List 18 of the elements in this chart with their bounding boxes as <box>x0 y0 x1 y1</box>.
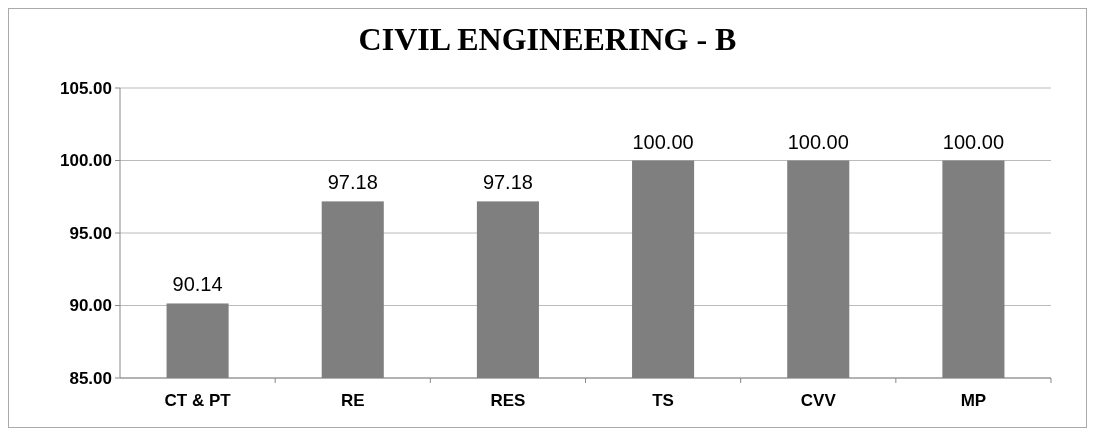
data-label: 97.18 <box>327 171 378 194</box>
y-tick-label: 85.00 <box>69 368 112 388</box>
data-label: 97.18 <box>482 171 533 194</box>
data-label: 90.14 <box>172 273 223 296</box>
chart-title: CIVIL ENGINEERING - B <box>358 21 737 57</box>
x-tick-label: RE <box>340 391 365 410</box>
x-tick-label: MP <box>960 391 987 410</box>
data-label: 100.00 <box>632 130 694 153</box>
y-tick-label: 105.00 <box>60 78 112 98</box>
data-label: 100.00 <box>787 130 849 153</box>
data-label: 100.00 <box>942 130 1004 153</box>
x-tick-label: RES <box>490 391 526 410</box>
y-tick-label: 100.00 <box>60 151 112 171</box>
x-tick-label: CVV <box>800 391 837 410</box>
y-tick-label: 90.00 <box>69 296 112 316</box>
x-tick-label: CT & PT <box>164 391 232 410</box>
x-tick-label: TS <box>652 391 674 410</box>
y-tick-label: 95.00 <box>69 223 112 243</box>
